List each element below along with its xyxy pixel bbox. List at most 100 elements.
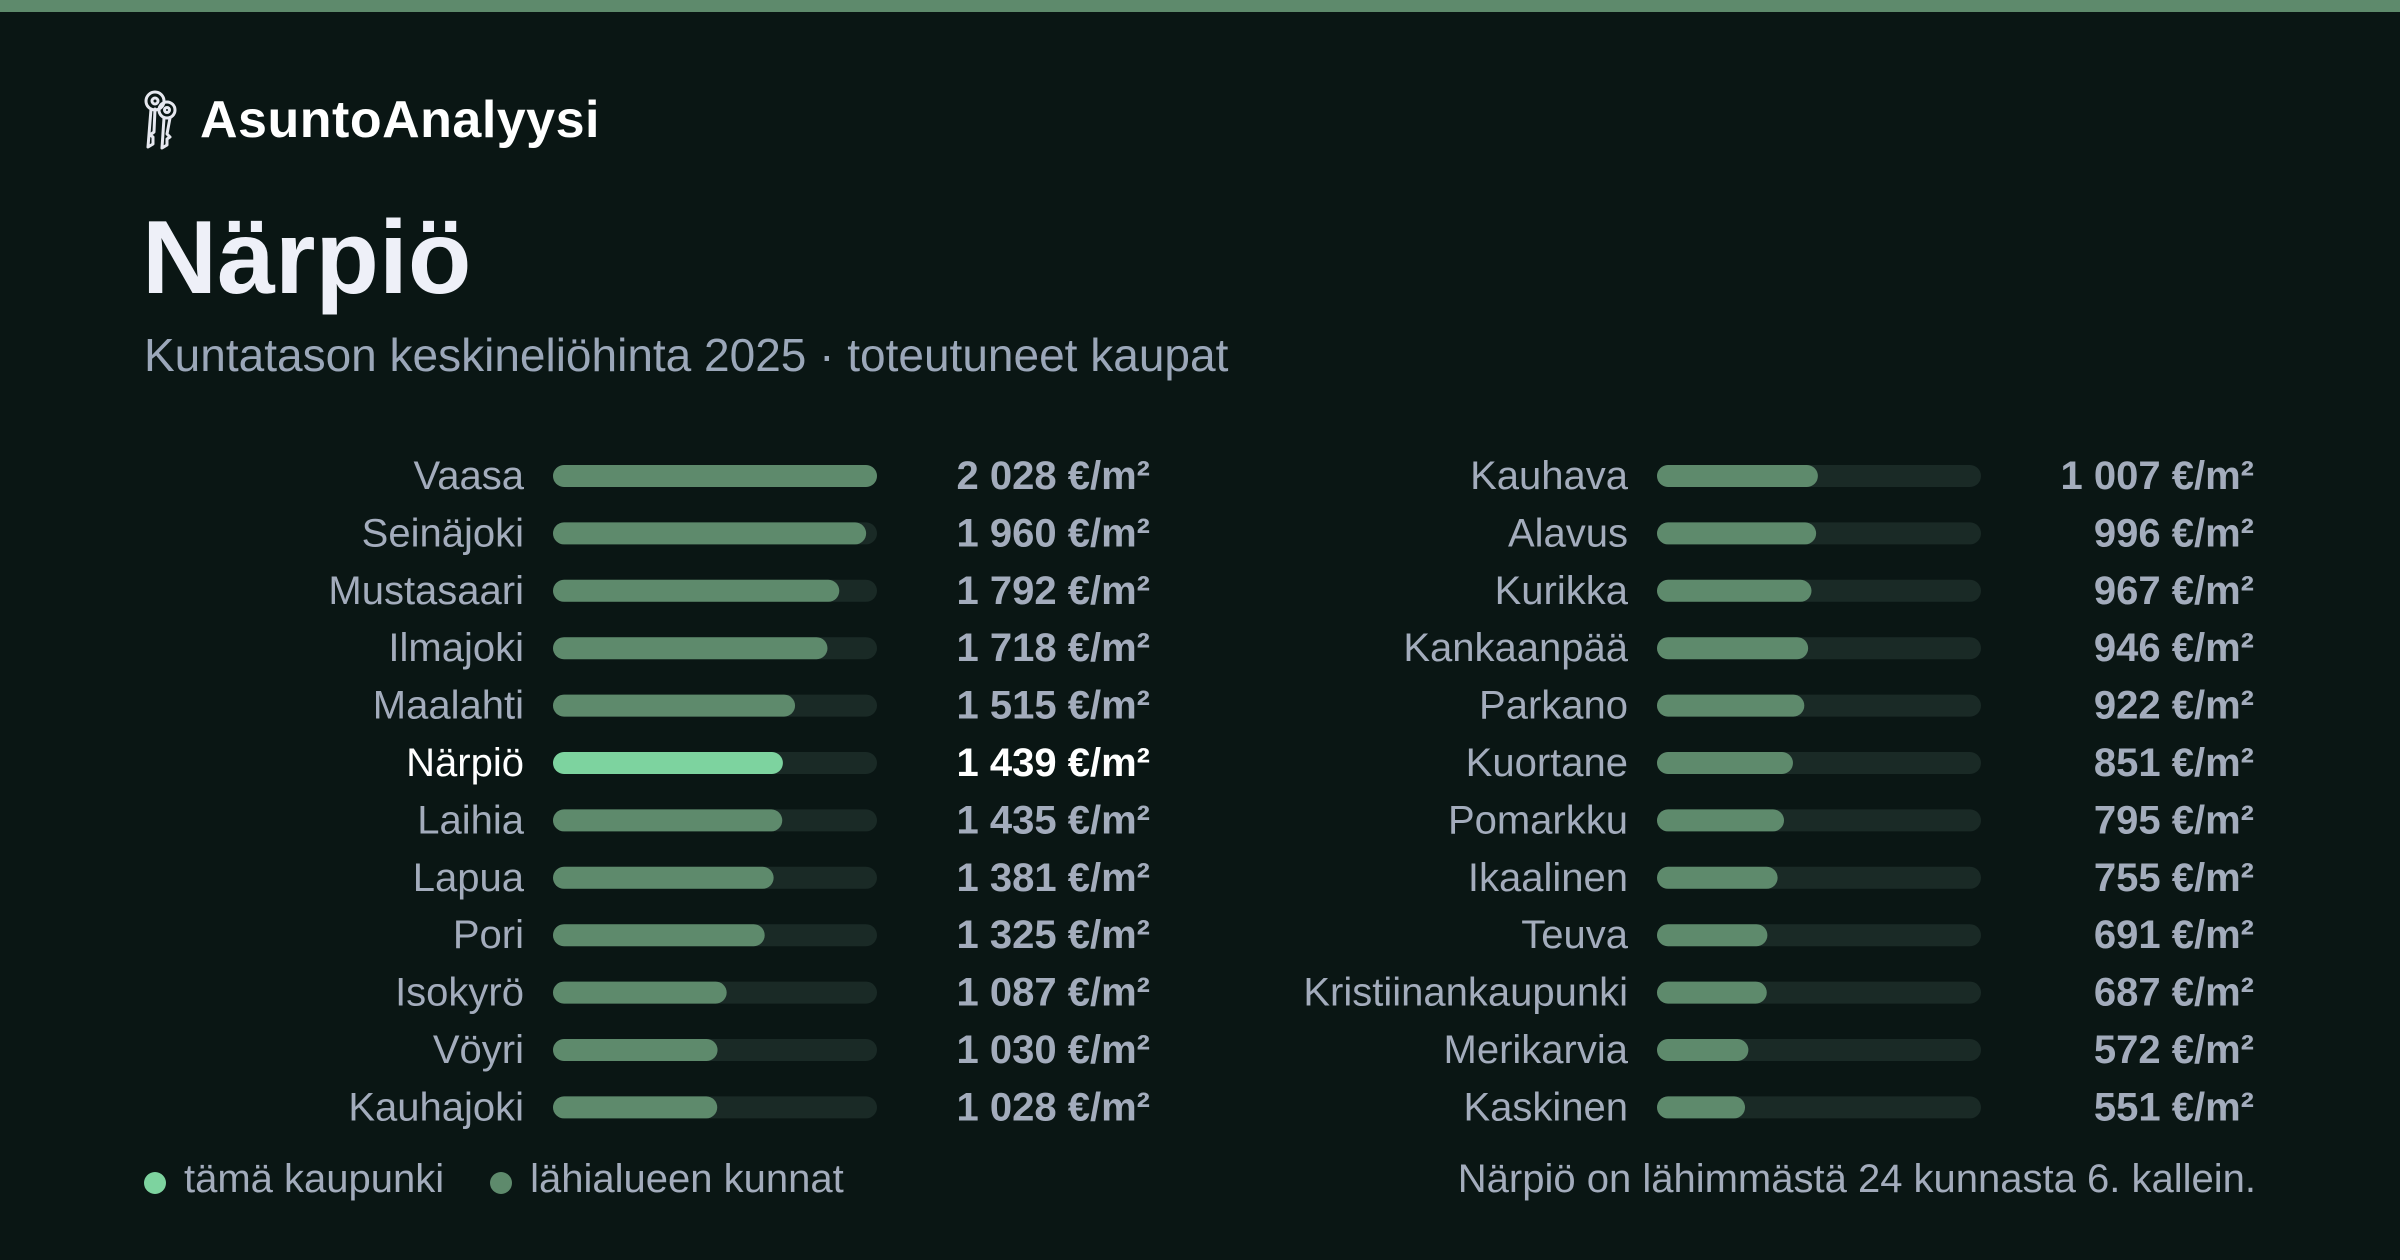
category-label-parkano: Parkano xyxy=(1479,684,1628,728)
value-label-mustasaari: 1 792 €/m² xyxy=(957,569,1150,613)
bar-narpio xyxy=(553,752,783,774)
bar-track-laihia xyxy=(553,809,877,832)
value-label-kankaanpaa: 946 €/m² xyxy=(2094,626,2254,670)
bar-track-narpio xyxy=(553,752,877,774)
bar-track-kankaanpaa xyxy=(1657,637,1981,660)
category-label-maalahti: Maalahti xyxy=(373,684,524,728)
keys-icon xyxy=(144,90,177,150)
bar-track-kauhajoki xyxy=(553,1096,877,1119)
category-label-kaskinen: Kaskinen xyxy=(1463,1085,1628,1129)
bar-ilmajoki xyxy=(553,637,828,660)
bar-track-kurikka xyxy=(1657,579,1981,602)
value-label-kauhava: 1 007 €/m² xyxy=(2061,454,2254,498)
value-label-pomarkku: 795 €/m² xyxy=(2094,798,2254,842)
category-label-seinajoki: Seinäjoki xyxy=(362,511,524,555)
category-label-isokyro: Isokyrö xyxy=(395,971,524,1015)
category-label-teuva: Teuva xyxy=(1521,913,1628,957)
bar-track-alavus xyxy=(1657,522,1981,545)
bar-pori xyxy=(553,924,765,947)
legend-item-others: lähialueen kunnat xyxy=(490,1157,844,1202)
category-label-kauhava: Kauhava xyxy=(1470,454,1629,498)
value-label-ilmajoki: 1 718 €/m² xyxy=(957,626,1150,670)
brand: AsuntoAnalyysi xyxy=(140,88,600,152)
bar-ikaalinen xyxy=(1657,866,1778,889)
category-label-merikarvia: Merikarvia xyxy=(1444,1028,1629,1072)
bar-vaasa xyxy=(553,465,877,487)
value-label-narpio: 1 439 €/m² xyxy=(957,741,1150,785)
bar-kurikka xyxy=(1657,579,1812,602)
value-label-kaskinen: 551 €/m² xyxy=(2094,1085,2254,1129)
bar-track-kauhava xyxy=(1657,465,1981,487)
category-label-mustasaari: Mustasaari xyxy=(328,569,524,613)
bar-track-pori xyxy=(553,924,877,947)
value-label-ikaalinen: 755 €/m² xyxy=(2094,856,2254,900)
bar-track-kaskinen xyxy=(1657,1096,1981,1119)
value-label-lapua: 1 381 €/m² xyxy=(957,856,1150,900)
page-subtitle: Kuntatason keskineliöhinta 2025 · toteut… xyxy=(144,329,1229,381)
category-label-ilmajoki: Ilmajoki xyxy=(388,626,524,670)
category-label-voyri: Vöyri xyxy=(433,1028,524,1072)
category-label-laihia: Laihia xyxy=(417,798,525,842)
bar-merikarvia xyxy=(1657,1039,1749,1061)
category-label-lapua: Lapua xyxy=(413,856,525,900)
bar-kankaanpaa xyxy=(1657,637,1809,660)
bar-track-merikarvia xyxy=(1657,1039,1981,1061)
legend-label-others: lähialueen kunnat xyxy=(530,1156,844,1201)
category-label-kurikka: Kurikka xyxy=(1495,569,1629,613)
legend: tämä kaupunki lähialueen kunnat xyxy=(144,1148,844,1210)
value-label-alavus: 996 €/m² xyxy=(2094,511,2254,555)
legend-dot-highlight xyxy=(144,1172,166,1194)
category-label-ikaalinen: Ikaalinen xyxy=(1468,856,1628,900)
value-label-merikarvia: 572 €/m² xyxy=(2094,1028,2254,1072)
bar-kristiinankaupunki xyxy=(1657,981,1767,1004)
bar-voyri xyxy=(553,1039,718,1061)
category-label-kristiinankaupunki: Kristiinankaupunki xyxy=(1303,971,1628,1015)
value-label-kristiinankaupunki: 687 €/m² xyxy=(2094,971,2254,1015)
bar-kaskinen xyxy=(1657,1096,1746,1119)
value-label-kauhajoki: 1 028 €/m² xyxy=(957,1085,1150,1129)
value-label-voyri: 1 030 €/m² xyxy=(957,1028,1150,1072)
bar-track-mustasaari xyxy=(553,579,877,602)
ranking-note: Närpiö on lähimmästä 24 kunnasta 6. kall… xyxy=(1457,1157,2256,1201)
bar-track-seinajoki xyxy=(553,522,877,545)
bar-laihia xyxy=(553,809,783,832)
bar-lapua xyxy=(553,866,774,889)
bar-parkano xyxy=(1657,694,1805,717)
bar-track-lapua xyxy=(553,866,877,889)
bar-track-vaasa xyxy=(553,465,877,487)
bar-track-parkano xyxy=(1657,694,1981,717)
bar-seinajoki xyxy=(553,522,867,545)
category-label-kankaanpaa: Kankaanpää xyxy=(1403,626,1628,670)
bar-pomarkku xyxy=(1657,809,1785,832)
legend-item-highlight: tämä kaupunki xyxy=(144,1157,444,1202)
bar-kuortane xyxy=(1657,752,1793,774)
category-label-kauhajoki: Kauhajoki xyxy=(348,1085,524,1129)
value-label-isokyro: 1 087 €/m² xyxy=(957,971,1150,1015)
value-label-seinajoki: 1 960 €/m² xyxy=(957,511,1150,555)
top-accent-stripe xyxy=(0,0,2400,12)
bar-track-kuortane xyxy=(1657,752,1981,774)
value-label-pori: 1 325 €/m² xyxy=(957,913,1150,957)
value-label-maalahti: 1 515 €/m² xyxy=(957,684,1150,728)
value-label-vaasa: 2 028 €/m² xyxy=(957,454,1150,498)
value-label-kurikka: 967 €/m² xyxy=(2094,569,2254,613)
bar-isokyro xyxy=(553,981,727,1004)
bar-track-voyri xyxy=(553,1039,877,1061)
value-label-teuva: 691 €/m² xyxy=(2094,913,2254,957)
value-label-laihia: 1 435 €/m² xyxy=(957,798,1150,842)
bar-maalahti xyxy=(553,694,796,717)
category-label-pori: Pori xyxy=(453,913,524,957)
bar-kauhava xyxy=(1657,465,1818,487)
legend-dot-others xyxy=(490,1172,513,1194)
legend-label-highlight: tämä kaupunki xyxy=(184,1156,445,1201)
value-label-kuortane: 851 €/m² xyxy=(2094,741,2254,785)
bar-teuva xyxy=(1657,924,1768,947)
bar-alavus xyxy=(1657,522,1817,545)
bar-track-maalahti xyxy=(553,694,877,717)
category-label-kuortane: Kuortane xyxy=(1466,741,1628,785)
bar-track-ilmajoki xyxy=(553,637,877,660)
bar-track-teuva xyxy=(1657,924,1981,947)
category-label-narpio: Närpiö xyxy=(406,741,524,785)
bar-track-isokyro xyxy=(553,981,877,1004)
